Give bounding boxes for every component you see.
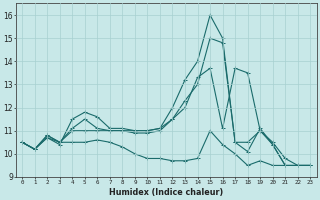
X-axis label: Humidex (Indice chaleur): Humidex (Indice chaleur) bbox=[109, 188, 223, 197]
